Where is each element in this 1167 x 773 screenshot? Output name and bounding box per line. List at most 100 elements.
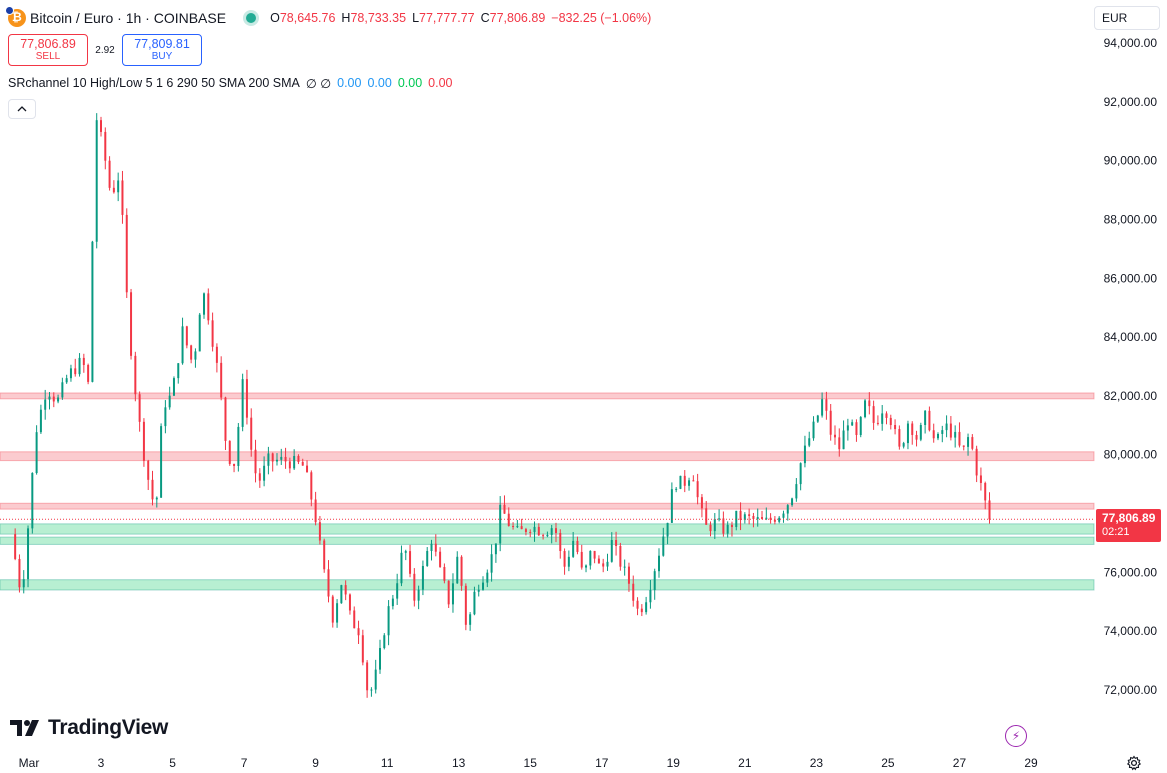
x-tick-label: Mar xyxy=(19,756,40,770)
candle-body xyxy=(233,463,236,466)
candle-body xyxy=(151,479,154,500)
y-tick-label: 90,000.00 xyxy=(1104,154,1158,168)
candle-body xyxy=(318,522,321,541)
candle-body xyxy=(533,526,536,533)
candle-body xyxy=(743,514,746,520)
candle-body xyxy=(112,187,115,193)
candle-body xyxy=(434,543,437,552)
symbol-title[interactable]: Bitcoin / Euro · 1h · COINBASE xyxy=(30,10,227,26)
candle-body xyxy=(653,571,656,591)
candle-body xyxy=(194,351,197,360)
candle-body xyxy=(640,608,643,613)
candle-body xyxy=(967,437,970,447)
indicator-name: SRchannel 10 High/Low 5 1 6 290 50 SMA 2… xyxy=(8,76,300,90)
trade-panel: 77,806.89 SELL 2.92 77,809.81 BUY xyxy=(8,34,202,66)
indicator-legend[interactable]: SRchannel 10 High/Low 5 1 6 290 50 SMA 2… xyxy=(8,76,453,91)
candle-body xyxy=(881,413,884,424)
candle-body xyxy=(769,517,772,520)
candle-body xyxy=(975,448,978,476)
candle-body xyxy=(198,314,201,352)
candle-body xyxy=(469,614,472,625)
candle-body xyxy=(713,519,716,532)
candle-body xyxy=(100,120,102,132)
candle-body xyxy=(705,508,708,525)
candle-body xyxy=(718,518,721,520)
candle-body xyxy=(679,475,682,489)
candle-body xyxy=(542,535,545,537)
candle-body xyxy=(520,526,523,530)
candle-body xyxy=(245,379,248,418)
sell-button[interactable]: 77,806.89 SELL xyxy=(8,34,88,66)
candle-body xyxy=(494,543,497,555)
candle-body xyxy=(945,423,948,431)
candle-body xyxy=(160,426,163,498)
candle-body xyxy=(666,522,669,537)
candle-body xyxy=(872,406,875,423)
candle-body xyxy=(799,463,802,485)
spread-value: 2.92 xyxy=(95,44,115,56)
tradingview-logo[interactable]: TradingView xyxy=(10,716,168,740)
market-status-icon[interactable] xyxy=(246,13,257,23)
candle-body xyxy=(829,410,832,435)
candle-body xyxy=(69,368,72,379)
candle-body xyxy=(125,214,128,293)
candle-body xyxy=(683,475,686,486)
candle-body xyxy=(250,417,253,450)
candle-body xyxy=(791,498,794,506)
candle-body xyxy=(563,551,566,567)
candle-body xyxy=(207,293,210,321)
buy-button[interactable]: 77,809.81 BUY xyxy=(122,34,202,66)
candle-body xyxy=(177,363,180,379)
candle-body xyxy=(602,563,605,567)
candle-body xyxy=(22,579,25,588)
candle-body xyxy=(821,399,824,416)
candle-body xyxy=(443,567,446,581)
candle-body xyxy=(447,580,450,605)
candle-body xyxy=(529,531,532,533)
candle-body xyxy=(662,536,665,556)
candle-body xyxy=(44,399,47,410)
candle-body xyxy=(340,585,343,604)
candle-body xyxy=(915,434,918,440)
candle-body xyxy=(387,606,390,636)
candle-body xyxy=(898,429,901,447)
time-axis[interactable]: Mar 3 5 7 9 11 13 15 17 19 21 23 25 27 29 xyxy=(19,756,1038,770)
candle-body xyxy=(74,368,77,375)
candle-body xyxy=(348,594,351,611)
candle-body xyxy=(486,572,489,583)
open-value: 78,645.76 xyxy=(279,11,336,25)
candle-body xyxy=(228,440,231,464)
candle-body xyxy=(550,528,553,535)
chevron-up-icon xyxy=(17,106,27,112)
lightning-icon[interactable]: ⚡ xyxy=(1005,725,1027,747)
candle-body xyxy=(610,540,613,562)
candle-body xyxy=(271,453,274,462)
candle-body xyxy=(670,489,673,523)
candle-body xyxy=(576,540,579,552)
currency-select[interactable]: EUR xyxy=(1094,6,1160,30)
candle-body xyxy=(748,514,751,516)
candle-body xyxy=(808,438,811,446)
candle-body xyxy=(27,528,30,580)
candle-body xyxy=(675,488,678,490)
collapse-legend-button[interactable] xyxy=(8,99,36,119)
candle-body xyxy=(851,422,854,426)
price-axis[interactable]: 94,000.00 92,000.00 90,000.00 88,000.00 86,0… xyxy=(1104,36,1158,697)
candle-body xyxy=(842,430,845,450)
candle-body xyxy=(293,455,296,469)
candle-body xyxy=(134,355,137,395)
low-key: L xyxy=(412,11,420,25)
candle-body xyxy=(396,583,399,599)
y-tick-label: 94,000.00 xyxy=(1104,36,1158,50)
candle-body xyxy=(57,397,60,402)
candle-body xyxy=(310,472,313,500)
candle-body xyxy=(138,394,141,422)
candle-body xyxy=(726,524,729,534)
candle-body xyxy=(104,131,107,161)
candle-body xyxy=(31,472,34,529)
candle-body xyxy=(735,510,738,528)
candles xyxy=(14,113,991,698)
candle-body xyxy=(988,500,991,520)
gear-icon[interactable] xyxy=(1126,755,1142,771)
